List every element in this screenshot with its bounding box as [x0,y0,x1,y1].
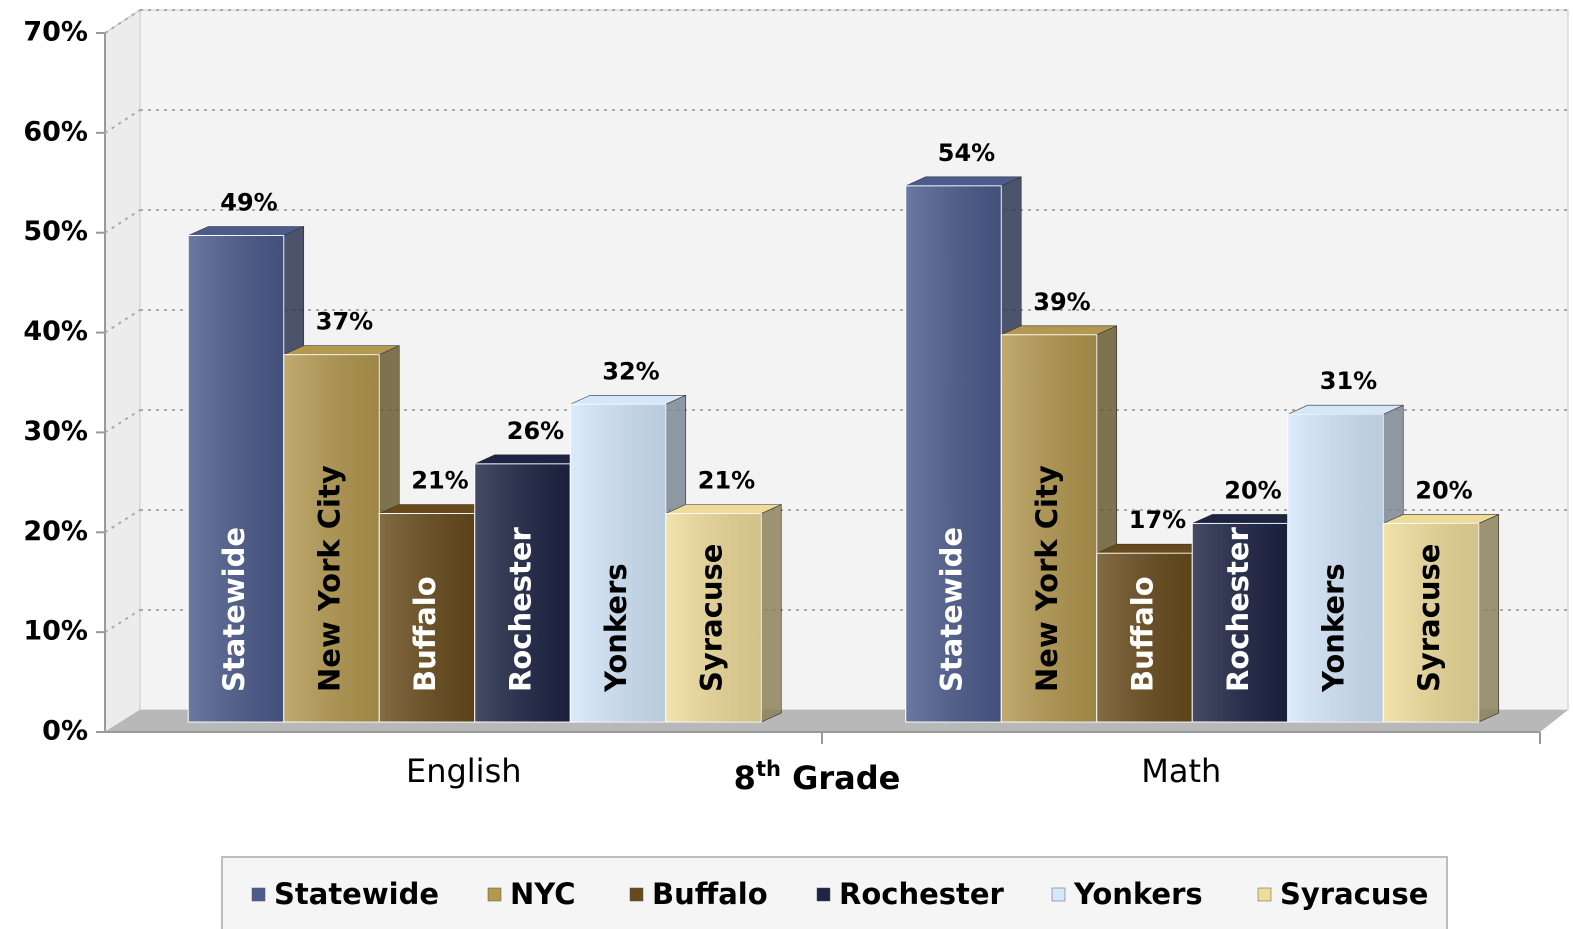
bar-top [283,345,400,355]
bar-top [188,226,304,236]
bar [905,176,1022,723]
grid-line [104,609,141,633]
data-label: 20% [1415,476,1472,504]
bar-front-shade [570,404,666,722]
bar-label: Yonkers [599,563,633,693]
y-tick-label: 50% [23,216,88,247]
bar-top [1001,325,1117,336]
bar-top [1287,404,1404,415]
bar-front-shade [665,513,762,722]
legend-swatch [1051,887,1066,902]
y-tick-label: 20% [23,516,88,547]
bar-side-shade [761,504,782,722]
grid-line [104,209,141,234]
grid-line [104,509,141,534]
bar-front-shade [1287,414,1384,722]
bar-front-shade [905,185,1002,722]
legend-swatch [1257,887,1272,902]
grid-line [104,109,141,134]
bar-label: Statewide [217,527,251,692]
bar-label: New York City [1030,465,1064,692]
bar [665,504,782,723]
bar-front-shade [1001,334,1097,722]
bar-label: Syracuse [695,544,729,692]
y-tick-label: 40% [23,316,88,347]
y-tick-label: 0% [42,716,88,747]
bar-label: Rochester [1221,526,1255,692]
legend-label: Rochester [839,877,1005,911]
bar-label: Rochester [504,526,538,692]
legend-label: Buffalo [652,877,768,911]
legend-label: NYC [510,877,576,911]
legend-label: Yonkers [1073,877,1203,911]
data-label: 20% [1224,476,1281,504]
data-label: 21% [411,467,468,495]
legend-swatch [629,887,644,902]
x-title-part: 8 [734,759,756,797]
legend-swatch [487,887,502,902]
bar-front-shade [474,463,571,722]
x-title-sup: th [756,757,781,781]
legend-swatch [816,887,831,902]
x-tick-label: Math [1141,752,1221,790]
data-label: 39% [1033,288,1090,316]
bar-front-shade [1192,523,1288,722]
bar-front-shade [188,235,284,722]
bar-label: Statewide [935,527,969,692]
y-tick-label: 70% [23,17,88,48]
data-label: 54% [938,139,995,167]
grid-line [104,409,141,434]
bar-front-shade [1096,553,1193,722]
bar-label: New York City [313,465,347,692]
data-label: 49% [220,189,277,217]
legend-label: Syracuse [1280,877,1428,911]
bar-front-shade [283,354,380,722]
bar-label: Buffalo [408,576,442,692]
bar-top [905,176,1022,187]
y-tick-label: 60% [23,116,88,147]
side-wall [104,9,141,733]
data-label: 32% [602,357,659,385]
bar-front-shade [1383,523,1479,722]
bar-label: Yonkers [1317,563,1351,693]
bar-front-shade [379,513,475,722]
grid-line [104,309,141,334]
bar-side-shade [1478,514,1499,722]
grid-line [104,9,141,34]
legend-box [221,856,1448,929]
data-label: 17% [1129,506,1186,534]
y-tick-label: 10% [23,616,88,647]
legend-label: Statewide [274,877,439,911]
x-tick-label: English [406,752,522,790]
bar-label: Syracuse [1412,544,1446,692]
data-label: 21% [698,467,755,495]
bar-top [665,504,782,514]
bar-top [570,394,686,405]
legend-swatch [251,887,266,902]
bar-top [1383,514,1499,524]
bar [1382,513,1500,723]
x-axis-title: 8th Grade [734,757,901,797]
x-title-part: Grade [781,759,900,797]
bar-label: Buffalo [1126,576,1160,692]
y-tick-label: 30% [23,416,88,447]
data-label: 31% [1320,367,1377,395]
data-label: 37% [316,308,373,336]
data-label: 26% [507,417,564,445]
